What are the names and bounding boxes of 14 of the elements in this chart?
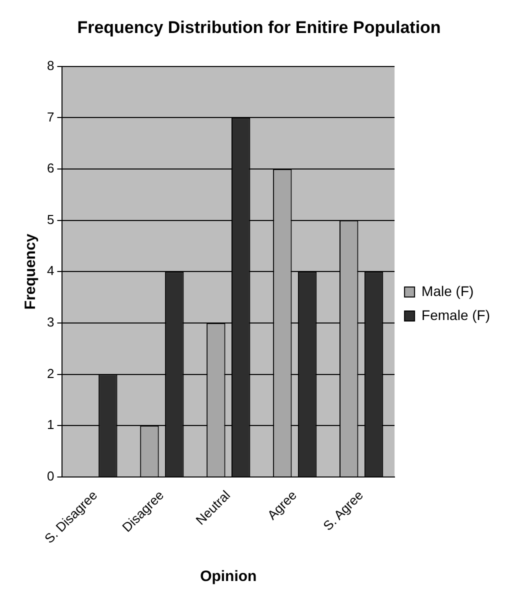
legend-label: Male (F) bbox=[422, 282, 474, 299]
y-tick-label: 4 bbox=[46, 263, 54, 278]
y-axis-title: Frequency bbox=[22, 233, 40, 310]
y-tick-label: 1 bbox=[46, 417, 54, 432]
y-tick-label: 5 bbox=[46, 212, 54, 227]
y-tick-label: 2 bbox=[46, 366, 54, 381]
y-tick-label: 8 bbox=[46, 58, 54, 73]
y-tick-label: 6 bbox=[46, 160, 54, 176]
legend-label: Female (F) bbox=[422, 306, 490, 323]
chart-title: Frequency Distribution for Enitire Population bbox=[77, 18, 441, 37]
y-tick-label: 0 bbox=[46, 468, 54, 484]
y-tick-label: 3 bbox=[46, 314, 54, 330]
x-axis-title: Opinion bbox=[200, 568, 257, 586]
y-tick-label: 7 bbox=[46, 109, 54, 124]
